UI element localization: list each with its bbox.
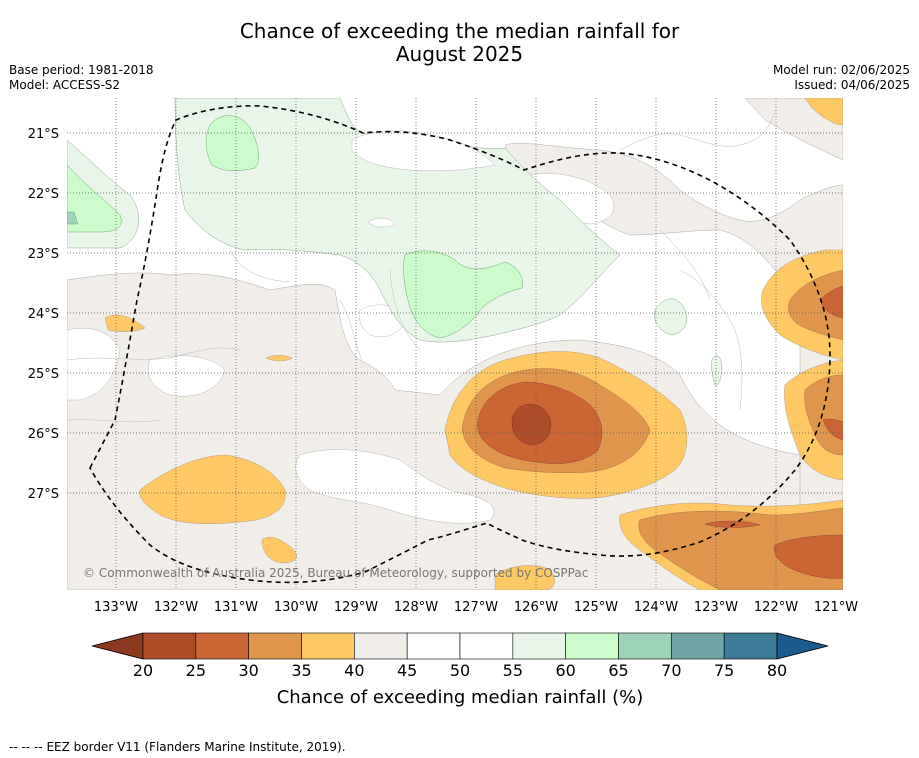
lon-label: 126°W [514,600,558,615]
lat-label: 21°S [28,127,59,142]
map-title-line1: Chance of exceeding the median rainfall … [239,19,680,43]
band-45-55-holes [67,173,615,524]
contour-lines [67,109,776,423]
lon-label: 125°W [574,600,618,615]
colorbar-cell [459,632,514,660]
colorbar-cell [618,632,672,660]
colorbar-tick-label: 20 [133,661,153,680]
lon-label: 129°W [334,600,378,615]
colorbar-cell [723,632,778,660]
colorbar-tick-label: 80 [767,661,787,680]
colorbar-tick-label: 60 [555,661,575,680]
lon-label: 124°W [634,600,678,615]
colorbar-tick-label: 55 [503,661,523,680]
issued-text: Issued: 04/06/2025 [794,78,910,92]
lat-label: 26°S [28,427,59,442]
colorbar-cell [354,632,408,660]
colorbar-label: Chance of exceeding median rainfall (%) [277,687,644,708]
lon-label: 122°W [754,600,798,615]
lon-label: 133°W [94,600,138,615]
lat-label: 24°S [28,307,59,322]
band-60-65 [67,115,523,339]
model-run-text: Model run: 02/06/2025 [772,63,910,77]
colorbar-cell [301,632,355,660]
eez-border [89,105,831,584]
lon-label: 128°W [394,600,438,615]
colorbar-cell [565,632,619,660]
colorbar-cell [512,632,566,660]
colorbar-tick-label: 25 [186,661,206,680]
colorbar-cell [671,632,725,660]
lat-label: 27°S [28,487,59,502]
colorbar-tick-label: 65 [608,661,628,680]
latitude-labels: 21°S 22°S 23°S 24°S 25°S 26°S 27°S [28,127,59,502]
lon-label: 130°W [274,600,318,615]
band-20-25 [511,404,551,445]
eez-legend-text: EEZ border V11 (Flanders Marine Institut… [46,740,346,754]
colorbar-tick-label: 45 [397,661,417,680]
green-hole [351,130,496,171]
base-period-text: Base period: 1981-2018 [9,63,154,77]
colorbar-tick-label: 40 [344,661,364,680]
colorbar-over-arrow [776,632,829,660]
colorbar-tick-label: 35 [291,661,311,680]
colorbar-cell [406,632,461,660]
lon-label: 121°W [814,600,858,615]
lat-label: 23°S [28,247,59,262]
colorbar-cell [195,632,249,660]
colorbar-tick-label: 75 [714,661,734,680]
colorbar-tick-label: 50 [450,661,470,680]
colorbar: 20 25 30 35 40 45 50 55 60 65 70 75 80 Chance of exc… [91,632,829,708]
lat-label: 25°S [28,367,59,382]
copyright-text: © Commonwealth of Australia 2025, Bureau… [83,566,588,580]
model-text: Model: ACCESS-S2 [9,78,121,92]
colorbar-under-arrow [91,632,144,660]
graticule [67,98,843,590]
eez-legend: -- -- -- EEZ border V11 (Flanders Marine… [9,740,346,754]
colorbar-tick-label: 70 [661,661,681,680]
map-title-line2: August 2025 [395,42,524,66]
lat-label: 22°S [28,187,59,202]
colorbar-cell [248,632,302,660]
band-65-70 [67,211,79,225]
lon-label: 132°W [154,600,198,615]
longitude-labels: 133°W 132°W 131°W 130°W 129°W 128°W 127°… [94,600,858,615]
lon-label: 131°W [214,600,258,615]
colorbar-tick-label: 30 [238,661,258,680]
map-area: © Commonwealth of Australia 2025, Bureau… [67,98,843,590]
lon-label: 123°W [694,600,738,615]
colorbar-cell [142,632,197,660]
eez-legend-symbol: -- -- -- [9,740,43,754]
lon-label: 127°W [454,600,498,615]
